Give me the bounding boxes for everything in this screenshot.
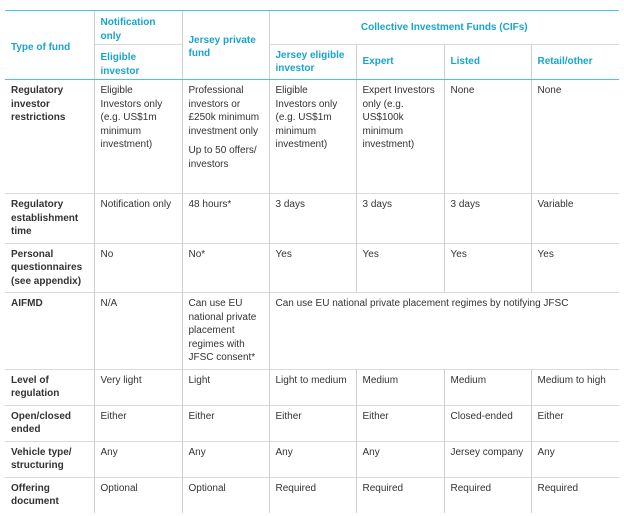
table-cell: Light to medium <box>268 368 356 405</box>
table-cell: Can use EU national private placement re… <box>181 292 269 369</box>
header-jersey-private-fund: Jersey private fund <box>181 10 269 80</box>
table-cell: None <box>443 79 531 194</box>
table-row: Vehicle type/ structuring Any Any Any An… <box>5 440 620 477</box>
header-cifs: Collective Investment Funds (CIFs) <box>268 10 620 45</box>
table-cell: Optional <box>93 476 182 513</box>
header-notification-only: Notification only <box>93 10 182 45</box>
table-cell: 3 days <box>355 193 444 243</box>
table-row: Level of regulation Very light Light Lig… <box>5 368 620 405</box>
row-label: Offering document <box>5 476 94 513</box>
row-label: Regulatory investor restrictions <box>11 85 66 123</box>
table-cell: Variable <box>530 193 620 243</box>
table-cell: Medium <box>443 368 531 405</box>
table-cell: Required <box>530 476 620 513</box>
table-row: AIFMD N/A Can use EU national private pl… <box>5 292 620 369</box>
table-cell: Optional <box>181 476 269 513</box>
table-cell: Yes <box>268 242 356 293</box>
header-type-of-fund: Type of fund <box>5 10 94 80</box>
table-cell: Any <box>268 440 356 477</box>
header-listed: Listed <box>443 44 531 80</box>
table-cell: Either <box>268 404 356 441</box>
header-eligible-investor: Eligible investor <box>93 44 182 80</box>
table-cell: Any <box>181 440 269 477</box>
table-cell: Either <box>93 404 182 441</box>
row-label: Vehicle type/ structuring <box>5 440 94 477</box>
table-cell: Closed-ended <box>443 404 531 441</box>
table-cell: Eligible Investors only (e.g. US$1m mini… <box>93 79 182 194</box>
row-label: Level of regulation <box>5 368 94 405</box>
table-cell: Either <box>355 404 444 441</box>
table-cell: 3 days <box>268 193 356 243</box>
table-cell: Expert Investors only (e.g. US$100k mini… <box>355 79 444 194</box>
table-cell-cif-span: Can use EU national private placement re… <box>268 292 620 369</box>
table-row: Open/closed ended Either Either Either E… <box>5 404 620 441</box>
table-cell: 3 days <box>443 193 531 243</box>
table-row: Regulatory investor restrictions Eligibl… <box>5 79 620 194</box>
table-cell: Medium to high <box>530 368 620 405</box>
table-cell: Very light <box>93 368 182 405</box>
header-expert: Expert <box>355 44 444 80</box>
table-cell: Yes <box>355 242 444 293</box>
row-label: Open/closed ended <box>5 404 94 441</box>
table-cell: Jersey company <box>443 440 531 477</box>
cell-text: Professional investors or £250k minimum … <box>188 85 260 137</box>
table-cell: 48 hours* <box>181 193 269 243</box>
table-cell: Yes <box>530 242 620 293</box>
table-cell: Medium <box>355 368 444 405</box>
table-cell: Required <box>443 476 531 513</box>
row-label: AIFMD <box>5 292 94 369</box>
table-cell: Either <box>181 404 269 441</box>
table-cell: Light <box>181 368 269 405</box>
header-retail-other: Retail/other <box>530 44 620 80</box>
table-cell: Required <box>355 476 444 513</box>
table-row: Personal questionnaires (see appendix) N… <box>5 242 620 293</box>
fund-comparison-table: Type of fund Notification only Jersey pr… <box>5 10 620 513</box>
table-cell: No* <box>181 242 269 293</box>
header-jersey-eligible-investor: Jersey eligible investor <box>268 44 356 80</box>
table-cell: Required <box>268 476 356 513</box>
table-cell: Eligible Investors only (e.g. US$1m mini… <box>268 79 356 194</box>
table-cell: Yes <box>443 242 531 293</box>
table-cell: Professional investors or £250k minimum … <box>181 79 269 194</box>
table-cell: Either <box>530 404 620 441</box>
cell-subtext: Up to 50 offers/ investors <box>188 145 257 170</box>
table-cell: None <box>530 79 620 194</box>
table-row: Offering document Optional Optional Requ… <box>5 476 620 513</box>
table-row: Regulatory establishment time Notificati… <box>5 193 620 243</box>
table-cell: Any <box>355 440 444 477</box>
table-cell: Notification only <box>93 193 182 243</box>
row-label: Personal questionnaires (see appendix) <box>5 242 94 293</box>
table-cell: Any <box>93 440 182 477</box>
row-label: Regulatory establishment time <box>5 193 94 243</box>
table-cell: Any <box>530 440 620 477</box>
table-cell: N/A <box>93 292 182 369</box>
table-cell: No <box>93 242 182 293</box>
